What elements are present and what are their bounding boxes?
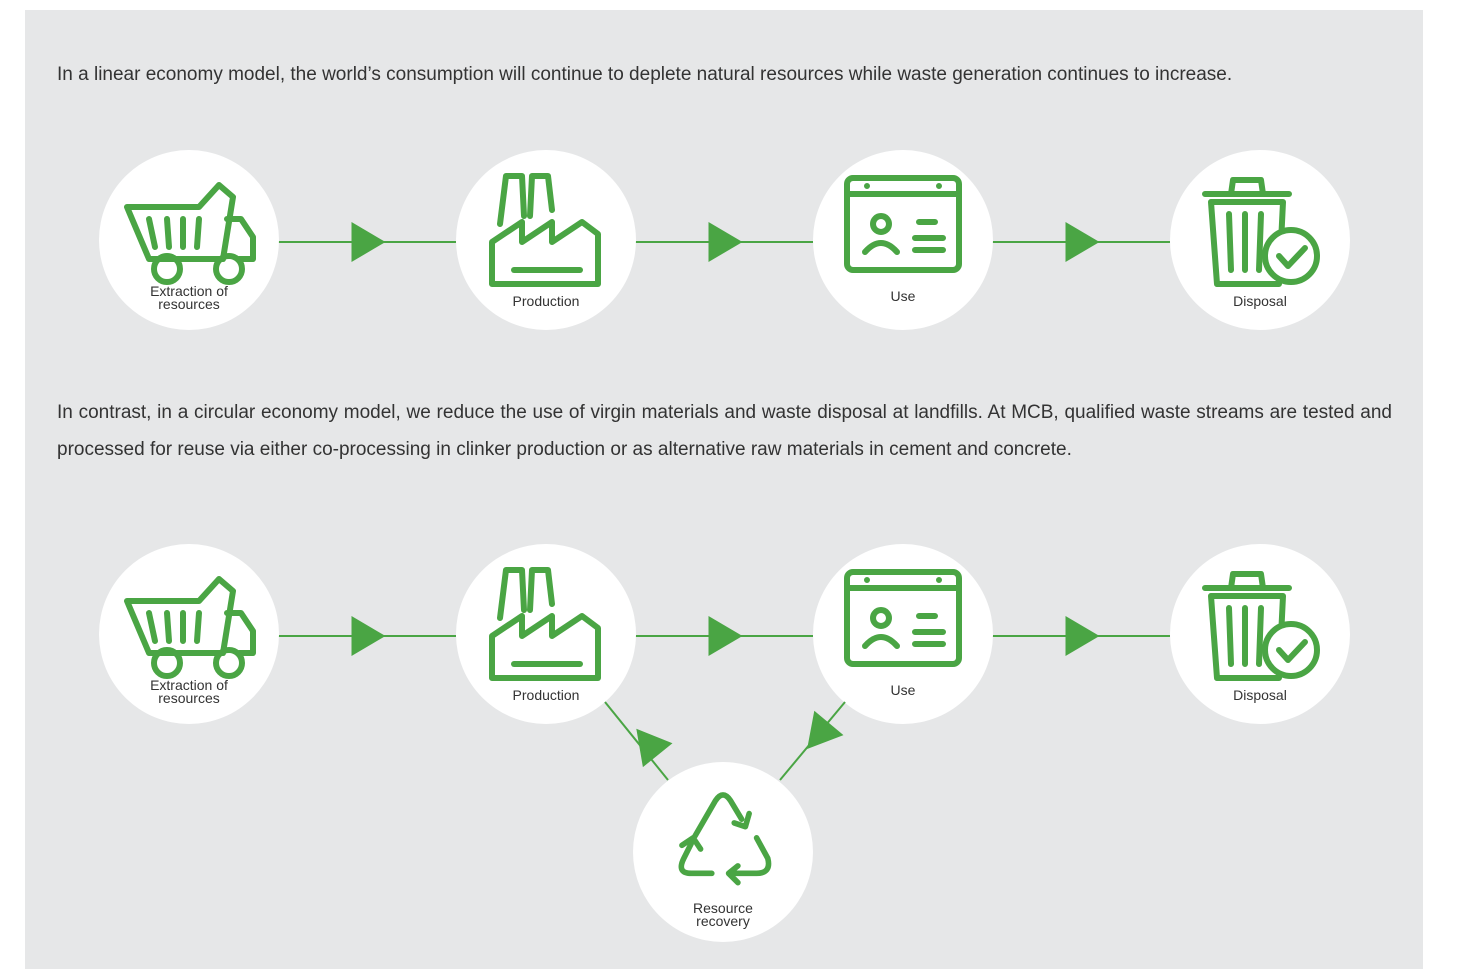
arrowhead xyxy=(708,222,743,262)
arrowhead xyxy=(708,616,743,656)
arrowhead xyxy=(1065,616,1100,656)
arrowhead xyxy=(1065,222,1100,262)
arrowhead xyxy=(807,710,844,750)
node-circle xyxy=(633,762,813,942)
intro-text: In a linear economy model, the world’s c… xyxy=(57,64,1233,85)
node-label: Use xyxy=(890,288,916,304)
arrowhead xyxy=(636,728,673,768)
node-label: Resource recovery xyxy=(693,900,753,929)
connector xyxy=(604,701,669,781)
contrast-text: In contrast, in a circular economy model… xyxy=(57,402,1392,460)
node-label: Use xyxy=(890,682,916,698)
node-label: Extraction of resources xyxy=(150,283,228,312)
node-label: Extraction of resources xyxy=(150,677,228,706)
node-label: Production xyxy=(512,687,580,703)
arrowhead xyxy=(351,616,386,656)
arrowhead xyxy=(351,222,386,262)
node-label: Production xyxy=(512,293,580,309)
node-label: Disposal xyxy=(1233,687,1287,703)
node-label: Disposal xyxy=(1233,293,1287,309)
